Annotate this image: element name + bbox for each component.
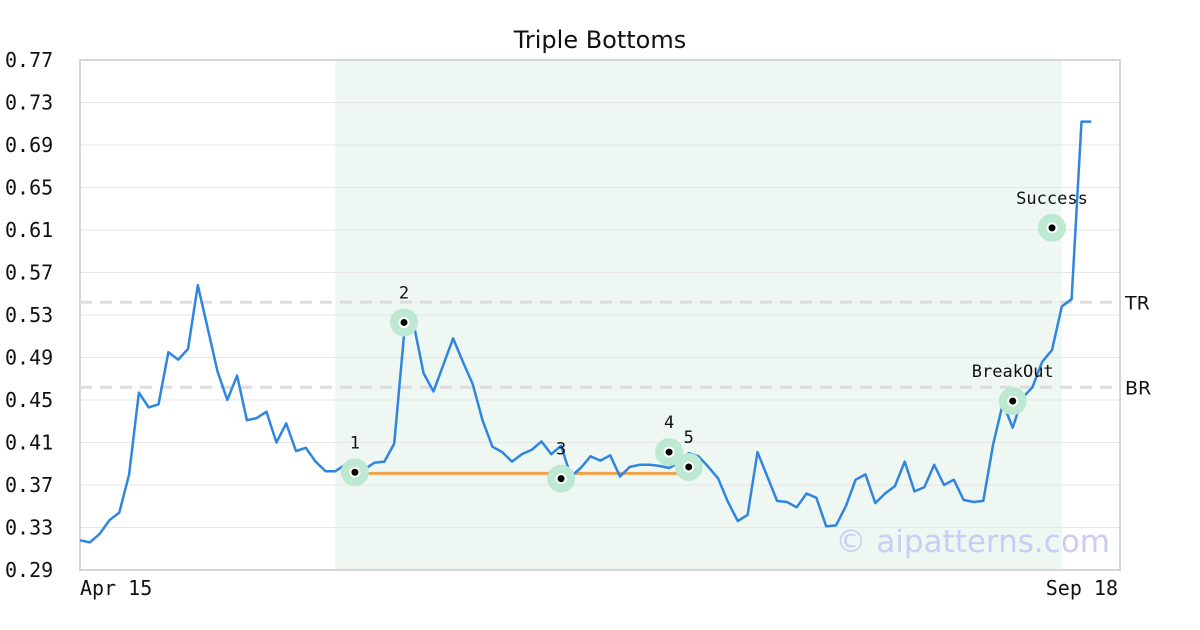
annotation-label: BreakOut <box>972 362 1054 382</box>
chart-title: Triple Bottoms <box>513 26 687 54</box>
marker-dot <box>400 318 408 326</box>
y-tick-label: 0.77 <box>5 48 53 72</box>
reference-label-br: BR <box>1125 377 1151 399</box>
y-tick-label: 0.73 <box>5 91 53 115</box>
marker-dot <box>685 463 693 471</box>
annotation-label: 1 <box>350 433 360 453</box>
marker-dot <box>1048 224 1056 232</box>
x-tick-label: Apr 15 <box>80 576 152 600</box>
annotation-label: 3 <box>556 440 566 460</box>
annotation-label: 5 <box>684 428 694 448</box>
marker-dot <box>1009 397 1017 405</box>
annotation-label: 2 <box>399 283 409 303</box>
marker-dot <box>351 468 359 476</box>
y-tick-label: 0.49 <box>5 346 53 370</box>
y-tick-label: 0.69 <box>5 133 53 157</box>
y-tick-label: 0.33 <box>5 516 53 540</box>
annotation-label: Success <box>1016 189 1088 209</box>
y-tick-label: 0.29 <box>5 558 53 582</box>
y-tick-label: 0.65 <box>5 176 53 200</box>
reference-label-tr: TR <box>1124 292 1150 314</box>
x-tick-label: Sep 18 <box>1046 576 1118 600</box>
watermark-text: © aipatterns.com <box>835 524 1110 560</box>
marker-dot <box>557 475 565 483</box>
y-tick-label: 0.61 <box>5 218 53 242</box>
y-tick-label: 0.45 <box>5 388 53 412</box>
annotation-label: 4 <box>664 413 674 433</box>
y-tick-label: 0.57 <box>5 261 53 285</box>
y-tick-label: 0.53 <box>5 303 53 327</box>
price-series-line <box>79 120 1092 544</box>
plot-frame <box>79 59 1121 571</box>
y-tick-label: 0.37 <box>5 473 53 497</box>
y-tick-label: 0.41 <box>5 431 53 455</box>
marker-dot <box>665 448 673 456</box>
